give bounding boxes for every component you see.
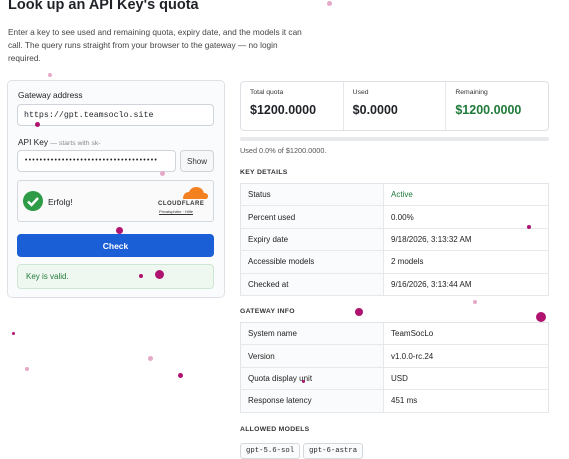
help-link[interactable]: Hilfe <box>185 209 194 214</box>
row-key: Checked at <box>240 273 384 296</box>
table-row: Response latency 451 ms <box>240 389 549 413</box>
cloudflare-brand: CLOUDFLARE <box>158 201 205 207</box>
section-title: KEY DETAILS <box>240 169 288 176</box>
captcha-widget <box>17 180 214 222</box>
captcha-status: Erfolg! <box>48 197 73 207</box>
section-title: GATEWAY INFO <box>240 308 295 315</box>
table-row: System name TeamSocLo <box>240 322 549 346</box>
gateway-input[interactable]: https://gpt.teamsoclo.site <box>17 104 214 126</box>
description: Enter a key to see used and remaining qu… <box>8 27 302 63</box>
row-value: 2 models <box>383 250 549 274</box>
api-key-input[interactable]: •••••••••••••••••••••••••••••••••••• <box>17 150 176 172</box>
table-row: Accessible models 2 models <box>240 250 549 274</box>
page-title: Look up an API Key's quota <box>8 0 199 13</box>
result-message: Key is valid. <box>17 264 214 289</box>
row-value: 9/18/2026, 3:13:32 AM <box>383 228 549 252</box>
row-key: Percent used <box>240 205 384 229</box>
row-value: USD <box>383 367 549 391</box>
api-key-label: API Key <box>18 137 48 147</box>
cloudflare-logo <box>183 187 208 199</box>
stat-label: Remaining <box>455 89 488 96</box>
row-key: Expiry date <box>240 228 384 252</box>
row-value: TeamSocLo <box>383 322 549 346</box>
stat-label: Total quota <box>250 89 284 96</box>
table-row: Status Active <box>240 183 549 207</box>
row-key: Quota display unit <box>240 367 384 391</box>
stats-box: Total quota $1200.0000 Used $0.0000 Remain… <box>240 81 549 131</box>
check-button[interactable]: Check <box>17 234 214 257</box>
table-row: Expiry date 9/18/2026, 3:13:32 AM <box>240 228 549 252</box>
row-value: 0.00% <box>383 205 549 229</box>
key-details-table: Status Active Percent used 0.00% Expiry date… <box>240 183 549 296</box>
privacy-link[interactable]: Privatsphäre <box>159 209 182 214</box>
captcha-links[interactable]: Privatsphäre · Hilfe <box>159 209 194 214</box>
row-value: 9/16/2026, 3:13:44 AM <box>383 273 549 296</box>
stat-value: $1200.0000 <box>250 103 317 117</box>
usage-bar <box>240 137 549 141</box>
table-row: Checked at 9/16/2026, 3:13:44 AM <box>240 273 549 296</box>
row-key: Accessible models <box>240 250 384 274</box>
stat: Used $0.0000 <box>344 82 447 130</box>
usage-note: Used 0.0% of $1200.0000. <box>240 146 327 155</box>
row-key: System name <box>240 322 384 346</box>
row-value: v1.0.0-rc.24 <box>383 344 549 368</box>
row-key: Response latency <box>240 389 384 413</box>
section-title: ALLOWED MODELS <box>240 426 310 433</box>
gateway-info-table: System name TeamSocLo Version v1.0.0-rc.24 Q… <box>240 322 549 413</box>
api-key-label-row: API Key — starts with sk- <box>18 137 101 147</box>
row-key: Version <box>240 344 384 368</box>
api-key-hint: — starts with sk- <box>50 140 101 147</box>
stat: Total quota $1200.0000 <box>241 82 344 130</box>
row-key: Status <box>240 183 384 207</box>
table-row: Percent used 0.00% <box>240 205 549 229</box>
stat: Remaining $1200.0000 <box>446 82 548 130</box>
row-value: 451 ms <box>383 389 549 413</box>
stat-label: Used <box>352 89 369 96</box>
show-button[interactable]: Show <box>180 150 214 172</box>
stat-value: $0.0000 <box>352 103 398 117</box>
table-row: Version v1.0.0-rc.24 <box>240 344 549 368</box>
table-row: Quota display unit USD <box>240 367 549 391</box>
gateway-label: Gateway address <box>18 90 83 100</box>
stat-value: $1200.0000 <box>455 103 522 117</box>
captcha-check-icon <box>23 191 43 211</box>
row-value: Active <box>383 183 549 207</box>
